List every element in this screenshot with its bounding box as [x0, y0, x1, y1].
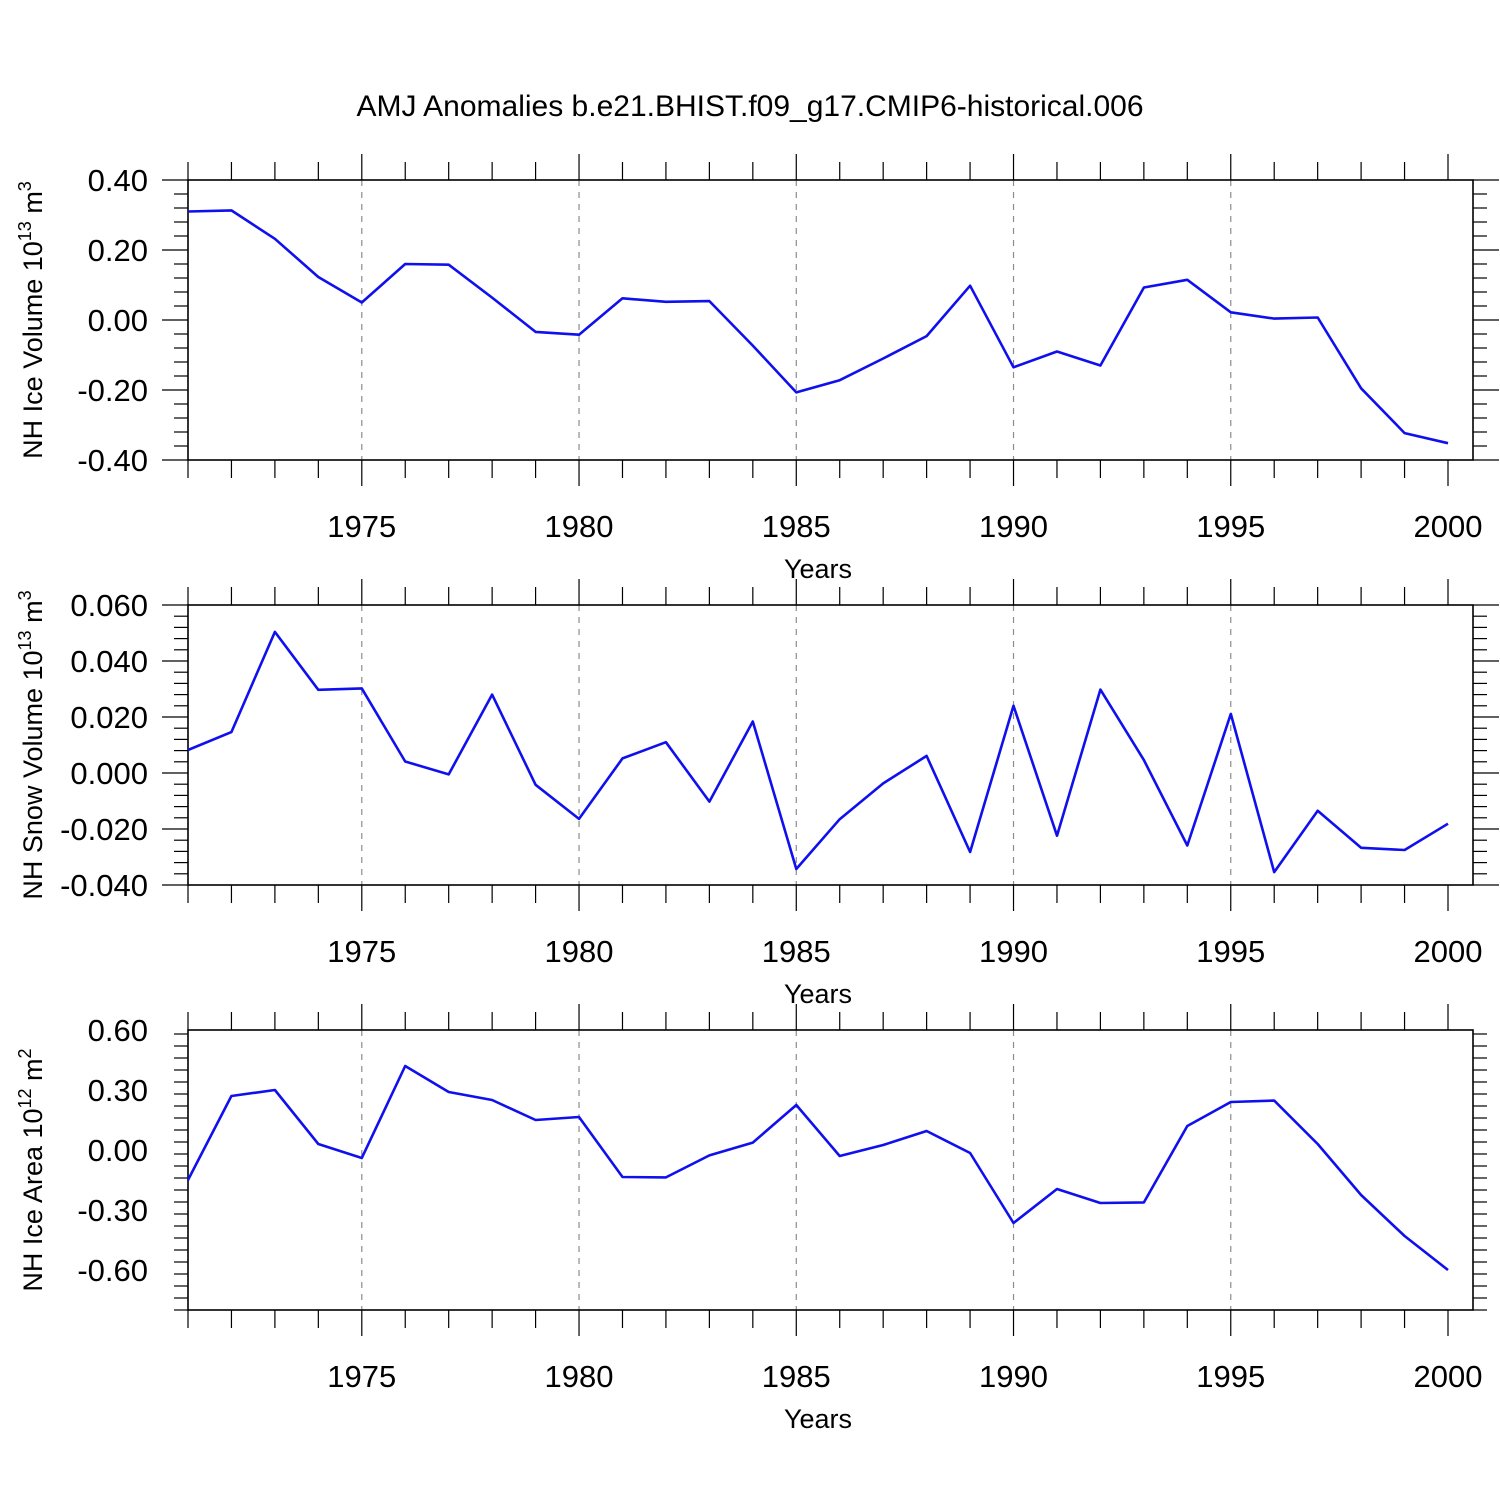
figure-title: AMJ Anomalies b.e21.BHIST.f09_g17.CMIP6-… — [356, 90, 1143, 123]
panels-group: 0.40 0.20 0.00 -0.20 -0.40 1975 1980 1985 1990 19… — [15, 154, 1499, 1434]
y-tick-label: 0.20 — [88, 233, 148, 268]
x-tick-label: 1975 — [327, 934, 396, 969]
x-tick-label: 1990 — [979, 509, 1048, 544]
y-tick-label: 0.30 — [88, 1073, 148, 1108]
series-line — [186, 1064, 1449, 1272]
y-tick-label: 0.00 — [88, 303, 148, 338]
y-axis-label-unit: m — [18, 1058, 48, 1088]
series-line — [187, 209, 1449, 445]
y-axis-label-text: NH Ice Area 10 — [18, 1108, 48, 1291]
y-axis-label-exponent: 12 — [15, 1088, 35, 1108]
x-axis-label: Years — [784, 1404, 852, 1434]
y-tick-label: -0.30 — [77, 1193, 148, 1228]
x-tick-label: 1985 — [762, 509, 831, 544]
y-tick-label: -0.020 — [60, 812, 148, 847]
x-tick-label: 1995 — [1196, 1359, 1265, 1394]
plot-frame — [187, 1029, 1474, 1311]
y-tick-label: -0.60 — [77, 1253, 148, 1288]
x-axis-label: Years — [784, 554, 852, 584]
x-tick-label: 1995 — [1196, 934, 1265, 969]
x-tick-label: 1990 — [979, 934, 1048, 969]
y-axis-label-exponent: 13 — [15, 221, 35, 241]
x-tick-label: 2000 — [1414, 509, 1483, 544]
y-tick-label: 0.000 — [70, 756, 148, 791]
x-tick-label: 1980 — [545, 1359, 614, 1394]
y-axis-label-unit-exponent: 3 — [15, 590, 35, 600]
y-axis-label: NH Snow Volume 1013 m3 — [15, 590, 48, 899]
panel-2: 0.060 0.040 0.020 0.000 -0.020 -0.040 1975 1980… — [15, 579, 1499, 1009]
y-axis-label-unit-exponent: 3 — [15, 181, 35, 191]
x-tick-label: 1975 — [327, 1359, 396, 1394]
panel-3: 0.60 0.30 0.00 -0.30 -0.60 1975 1980 1985 1990 19… — [15, 1004, 1487, 1434]
x-tick-label: 2000 — [1414, 1359, 1483, 1394]
y-tick-label: 0.40 — [88, 163, 148, 198]
y-axis-label: NH Ice Area 1012 m2 — [15, 1048, 48, 1291]
y-tick-label: -0.20 — [77, 373, 148, 408]
y-axis-label-text: NH Ice Volume 10 — [18, 241, 48, 459]
y-tick-label: 0.60 — [88, 1013, 148, 1048]
x-axis-label: Years — [784, 979, 852, 1009]
y-axis-label-unit-exponent: 2 — [15, 1048, 35, 1058]
x-tick-label: 1975 — [327, 509, 396, 544]
y-tick-label: 0.020 — [70, 700, 148, 735]
x-tick-label: 1985 — [762, 934, 831, 969]
y-axis-label-unit: m — [18, 191, 48, 221]
y-axis-label-exponent: 13 — [15, 630, 35, 650]
plot-frame — [187, 179, 1474, 461]
y-tick-label: -0.40 — [77, 443, 148, 478]
y-axis-label-text: NH Snow Volume 10 — [18, 650, 48, 899]
series-line — [187, 630, 1449, 874]
x-tick-label: 1985 — [762, 1359, 831, 1394]
y-tick-label: 0.040 — [70, 644, 148, 679]
y-tick-label: -0.040 — [60, 868, 148, 903]
x-tick-label: 1980 — [545, 509, 614, 544]
x-tick-label: 1990 — [979, 1359, 1048, 1394]
plot-frame — [187, 604, 1474, 886]
x-tick-label: 1980 — [545, 934, 614, 969]
y-axis-label: NH Ice Volume 1013 m3 — [15, 181, 48, 459]
x-tick-label: 1995 — [1196, 509, 1265, 544]
x-tick-label: 2000 — [1414, 934, 1483, 969]
y-tick-label: 0.00 — [88, 1133, 148, 1168]
y-tick-label: 0.060 — [70, 588, 148, 623]
panel-1: 0.40 0.20 0.00 -0.20 -0.40 1975 1980 1985 1990 19… — [15, 154, 1499, 584]
y-axis-label-unit: m — [18, 600, 48, 630]
